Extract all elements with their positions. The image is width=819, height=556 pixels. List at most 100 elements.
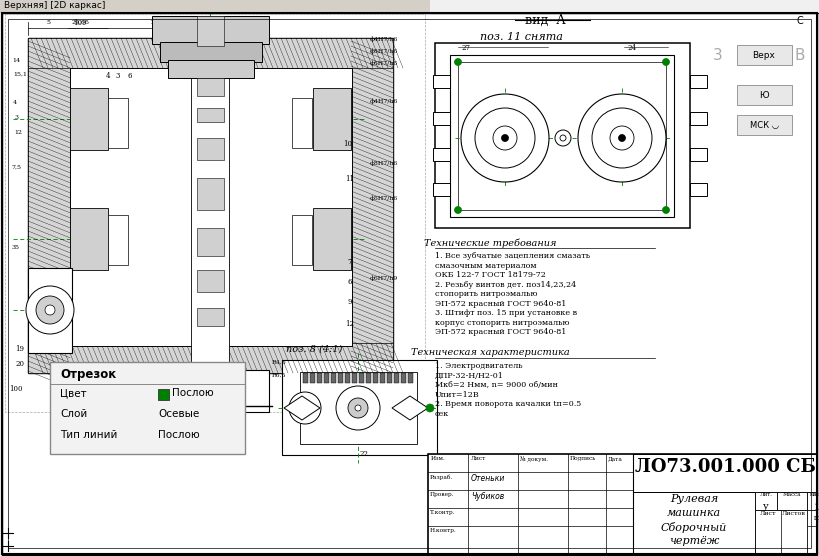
Text: B: B xyxy=(794,47,805,62)
Text: 3: 3 xyxy=(115,72,120,80)
Text: 4: 4 xyxy=(13,100,17,105)
Text: ф6Н7/h6: ф6Н7/h6 xyxy=(370,60,398,66)
Bar xyxy=(690,148,707,161)
Text: стопорить нитроэмалью: стопорить нитроэмалью xyxy=(435,290,537,298)
Text: 14: 14 xyxy=(12,58,20,63)
Bar xyxy=(373,373,378,383)
Circle shape xyxy=(336,386,380,430)
Bar xyxy=(28,38,393,68)
Text: у: у xyxy=(763,502,769,511)
Text: Uпит=12В: Uпит=12В xyxy=(435,390,480,399)
Bar xyxy=(433,75,450,88)
Bar xyxy=(313,88,351,150)
Circle shape xyxy=(348,398,368,418)
Bar xyxy=(5,14,425,412)
Circle shape xyxy=(555,130,571,146)
Text: ф8Н7/h6: ф8Н7/h6 xyxy=(370,48,398,53)
Text: МСК ◡: МСК ◡ xyxy=(749,121,779,130)
Text: Дата: Дата xyxy=(608,456,623,461)
Text: машинка: машинка xyxy=(667,508,721,518)
Circle shape xyxy=(475,108,535,168)
Text: R4,6: R4,6 xyxy=(272,360,287,365)
Text: А: А xyxy=(133,396,144,410)
Text: С: С xyxy=(797,16,803,26)
Bar xyxy=(152,370,269,412)
Bar xyxy=(292,98,312,148)
Text: Т.контр.: Т.контр. xyxy=(430,510,455,515)
Text: чертёж: чертёж xyxy=(669,536,719,546)
Bar xyxy=(433,183,450,196)
Bar xyxy=(191,16,229,376)
Text: ДПР-32-Н/Н2-01: ДПР-32-Н/Н2-01 xyxy=(435,371,504,380)
Bar xyxy=(433,112,450,125)
Circle shape xyxy=(426,404,434,412)
Text: 24: 24 xyxy=(628,44,637,52)
Bar xyxy=(70,208,108,270)
Text: Лист: Лист xyxy=(471,456,486,461)
Text: 5: 5 xyxy=(46,20,50,25)
Bar xyxy=(450,55,674,217)
Bar xyxy=(633,492,755,554)
Bar xyxy=(70,68,352,346)
Text: 7: 7 xyxy=(348,258,352,266)
Bar xyxy=(178,410,243,432)
Text: 1. Электродвигатель: 1. Электродвигатель xyxy=(435,362,523,370)
Text: 35: 35 xyxy=(11,245,19,250)
Circle shape xyxy=(289,392,321,424)
Bar xyxy=(310,373,315,383)
Text: Цвет: Цвет xyxy=(60,388,87,398)
Bar xyxy=(300,372,417,444)
Circle shape xyxy=(355,405,361,411)
Text: Тип линий: Тип линий xyxy=(60,430,117,440)
Bar xyxy=(197,178,224,210)
Bar xyxy=(197,308,224,326)
Circle shape xyxy=(45,305,55,315)
Bar xyxy=(433,148,450,161)
Text: масштаб: масштаб xyxy=(809,492,819,497)
Text: 15,1: 15,1 xyxy=(13,72,27,77)
Text: 1. Все зубчатые зацепления смазать: 1. Все зубчатые зацепления смазать xyxy=(435,252,590,260)
Bar xyxy=(331,373,336,383)
Bar xyxy=(366,373,371,383)
Bar xyxy=(108,98,128,148)
Text: Подпись: Подпись xyxy=(570,456,596,461)
Text: 100: 100 xyxy=(9,385,23,393)
Circle shape xyxy=(36,296,64,324)
Text: 2. Резьбу винтов дет. поз14,23,24: 2. Резьбу винтов дет. поз14,23,24 xyxy=(435,280,577,289)
Text: ЭП-572 красный ГОСТ 9640-81: ЭП-572 красный ГОСТ 9640-81 xyxy=(435,300,567,307)
Text: ЭП-572 красный ГОСТ 9640-81: ЭП-572 красный ГОСТ 9640-81 xyxy=(435,328,567,336)
Text: Масса: Масса xyxy=(783,492,801,497)
Circle shape xyxy=(663,206,669,214)
Text: 12: 12 xyxy=(346,320,355,328)
Text: 19: 19 xyxy=(16,345,25,353)
Text: 6: 6 xyxy=(128,72,132,80)
Text: Отеньки: Отеньки xyxy=(471,474,505,483)
Polygon shape xyxy=(392,396,428,420)
Bar xyxy=(777,492,807,510)
Text: ф8Н7/h6: ф8Н7/h6 xyxy=(370,160,398,166)
Text: 11: 11 xyxy=(346,175,355,183)
Text: ЛО73.001.000 СБ: ЛО73.001.000 СБ xyxy=(635,458,816,476)
Bar xyxy=(160,42,262,62)
Bar xyxy=(352,373,357,383)
Bar xyxy=(394,373,399,383)
Bar xyxy=(408,373,413,383)
Circle shape xyxy=(455,206,461,214)
Bar xyxy=(28,38,393,373)
Bar xyxy=(755,492,777,510)
Bar xyxy=(633,454,817,492)
Circle shape xyxy=(298,401,312,415)
Circle shape xyxy=(455,58,461,66)
Text: ф5Н7/h6: ф5Н7/h6 xyxy=(370,195,398,201)
Bar xyxy=(807,492,817,510)
Text: ф6Н7/h9: ф6Н7/h9 xyxy=(370,275,398,281)
Text: 1:1: 1:1 xyxy=(814,503,819,512)
Text: 2. Время поворота качалки tп=0.5: 2. Время поворота качалки tп=0.5 xyxy=(435,400,581,408)
Text: Технические требования: Технические требования xyxy=(423,238,556,247)
Bar xyxy=(755,510,807,554)
Text: Листов: Листов xyxy=(782,511,806,516)
Bar xyxy=(70,88,108,150)
Bar xyxy=(313,208,351,270)
Bar xyxy=(28,268,72,353)
Text: Послою: Послою xyxy=(172,388,214,398)
